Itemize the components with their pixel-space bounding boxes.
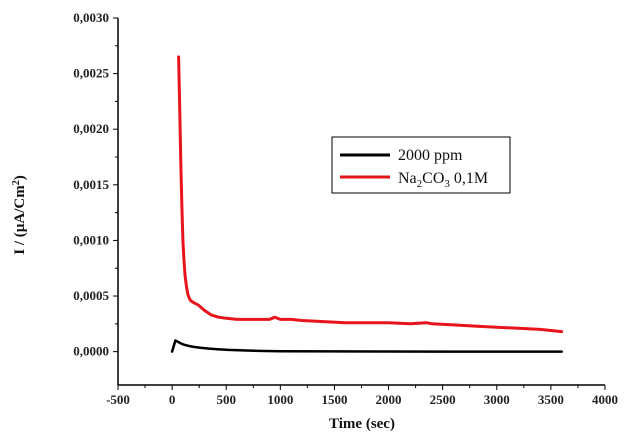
legend-na-part: Na [398,170,417,187]
x-tick-label: 3500 [538,392,564,407]
x-tick-label: 0 [169,392,176,407]
x-tick-label: 1000 [267,392,293,407]
legend: 2000 ppm Na2CO3 0,1M [331,136,511,194]
y-tick-label: 0,0020 [73,121,109,136]
x-tick-label: 1500 [321,392,347,407]
legend-conc-part: 0,1M [450,170,488,187]
legend-box [331,136,511,194]
y-axis-ticks: 0,0000 0,0005 0,0010 0,0015 0,0020 0,0025 0,00… [73,10,118,359]
y-tick-label: 0,0005 [73,288,109,303]
legend-sub-2: 2 [417,178,423,190]
legend-co-part: CO [422,170,444,187]
y-axis-title-main: I / (µA/Cm [12,185,28,255]
x-tick-label: 3000 [484,392,510,407]
series-line-0 [170,339,563,353]
x-tick-label: 500 [216,392,236,407]
x-tick-label: 4000 [592,392,618,407]
y-tick-label: 0,0030 [73,10,109,25]
y-axis-title-sup: 2 [11,180,22,185]
x-tick-label: 2500 [430,392,456,407]
y-tick-label: 0,0010 [73,232,109,247]
legend-sub-3: 3 [444,178,450,190]
series-layer [170,55,564,353]
x-tick-label: 2000 [376,392,402,407]
series-line-1 [177,55,564,334]
x-axis-title: Time (sec) [329,416,395,432]
x-tick-label: -500 [106,392,130,407]
x-axis-ticks: -500 0 500 1000 1500 2000 2500 3000 3500 4000 [106,385,618,407]
legend-label-2000ppm: 2000 ppm [398,147,463,164]
y-tick-label: 0,0015 [73,177,109,192]
y-axis-title-close: ) [12,175,28,180]
legend-label-na2co3: Na2CO3 0,1M [398,170,488,190]
y-tick-label: 0,0000 [73,344,109,359]
y-tick-label: 0,0025 [73,66,109,81]
y-axis-title: I / (µA/Cm2) [11,175,29,254]
